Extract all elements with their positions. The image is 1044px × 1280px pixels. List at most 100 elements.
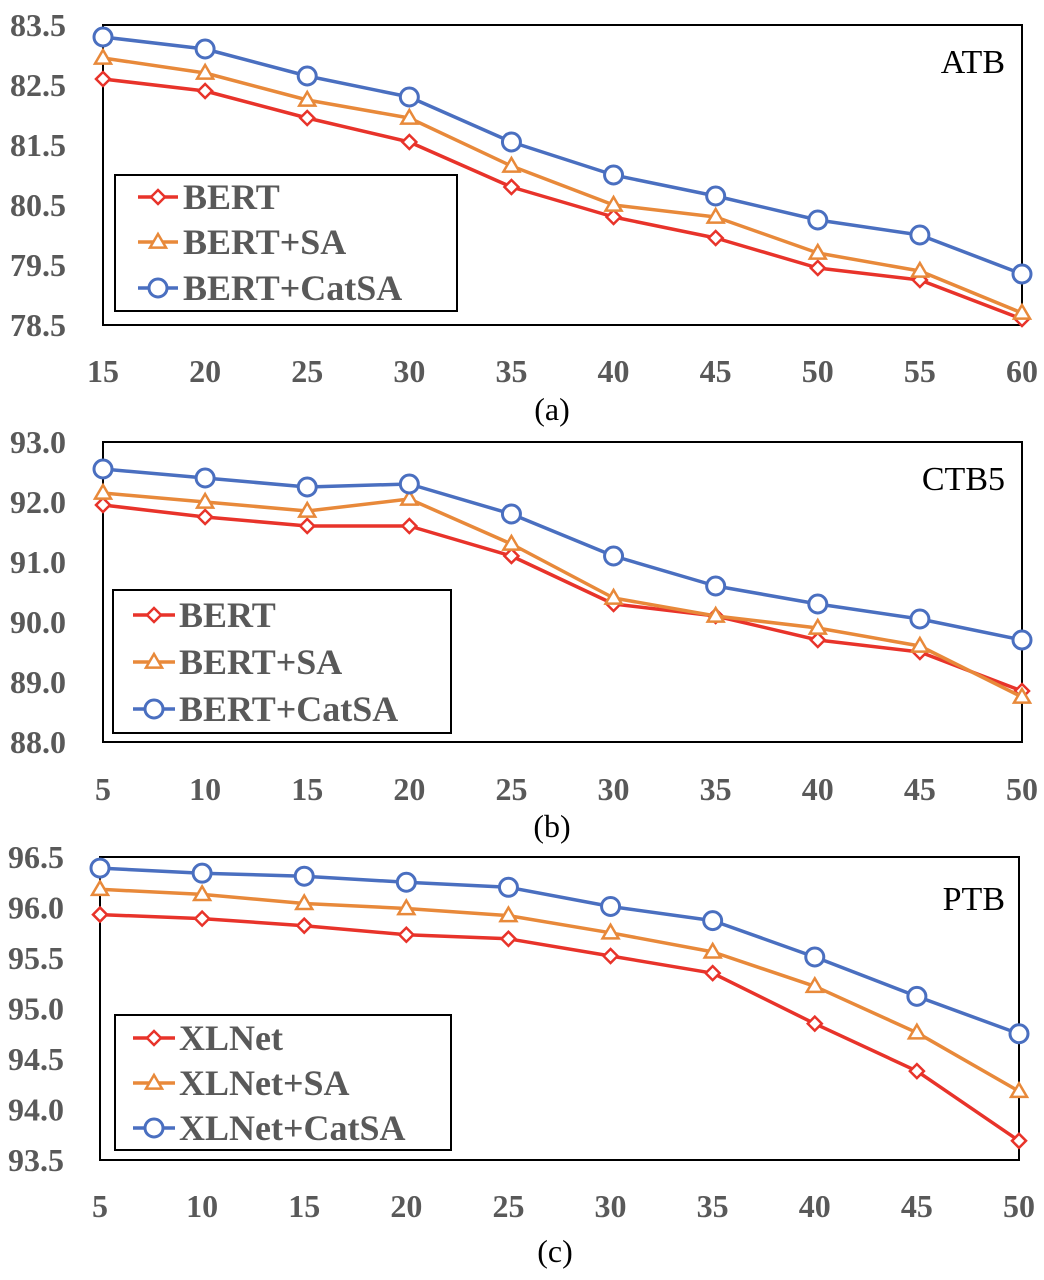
data-point-diamond-marker bbox=[809, 631, 827, 649]
data-point-triangle-marker bbox=[1011, 686, 1033, 704]
data-point-triangle-marker bbox=[294, 892, 315, 911]
y-tick-label: 92.0 bbox=[10, 484, 66, 520]
x-tick-label: 40 bbox=[799, 1188, 831, 1224]
data-point-triangle-marker bbox=[399, 107, 420, 125]
data-point-circle-marker bbox=[1008, 1023, 1030, 1045]
series-line-3 bbox=[102, 35, 1023, 276]
data-point-diamond-marker bbox=[196, 82, 214, 100]
y-tick-label: 80.5 bbox=[10, 187, 66, 223]
data-point-triangle-marker bbox=[191, 883, 213, 902]
x-tick-label: 60 bbox=[1006, 353, 1038, 389]
x-axis-ticks: 15 20 25 30 35 40 45 50 55 60 bbox=[87, 353, 1038, 389]
data-point-triangle-marker bbox=[297, 89, 318, 107]
data-point-triangle-marker bbox=[297, 500, 318, 518]
legend-label-series-2: BERT+SA bbox=[183, 222, 346, 262]
y-tick-label: 89.0 bbox=[10, 664, 66, 700]
x-axis-ticks: 5 10 15 20 25 30 35 40 45 50 bbox=[92, 1188, 1035, 1224]
data-point-circle-marker bbox=[804, 946, 826, 968]
data-point-circle-marker bbox=[296, 476, 318, 498]
data-point-circle-marker bbox=[500, 503, 522, 525]
data-point-triangle-marker bbox=[501, 533, 522, 551]
x-tick-label: 45 bbox=[904, 771, 936, 807]
y-axis-ticks: 96.5 96.0 95.5 95.0 94.5 94.0 93.5 bbox=[8, 839, 64, 1178]
panel-caption: (c) bbox=[537, 1233, 573, 1269]
series-line-1 bbox=[99, 912, 1020, 1143]
x-tick-label: 30 bbox=[598, 771, 630, 807]
x-tick-label: 10 bbox=[189, 771, 221, 807]
data-point-circle-marker bbox=[906, 985, 928, 1007]
x-tick-label: 10 bbox=[186, 1188, 218, 1224]
x-tick-label: 35 bbox=[697, 1188, 729, 1224]
x-tick-label: 40 bbox=[802, 771, 834, 807]
y-tick-label: 79.5 bbox=[10, 247, 66, 283]
data-point-triangle-marker bbox=[807, 242, 828, 260]
legend-label-series-1: BERT bbox=[179, 595, 276, 635]
data-point-circle-marker bbox=[705, 575, 727, 597]
legend-triangle-marker bbox=[147, 231, 169, 249]
x-tick-label: 5 bbox=[92, 1188, 108, 1224]
legend-keys bbox=[138, 188, 178, 299]
data-point-diamond-marker bbox=[499, 930, 518, 948]
legend-circle-marker bbox=[147, 277, 169, 299]
x-tick-label: 30 bbox=[393, 353, 425, 389]
chart-ctb5: 93.0 92.0 91.0 90.0 89.0 88.0 5 10 15 20 25 30 35 40… bbox=[10, 424, 1038, 844]
legend-triangle-marker bbox=[143, 651, 165, 669]
data-point-circle-marker bbox=[500, 131, 522, 153]
legend-label-series-1: BERT bbox=[183, 177, 280, 217]
data-point-triangle-marker bbox=[89, 878, 111, 897]
series-line-3 bbox=[102, 467, 1023, 642]
panel-title: ATB bbox=[941, 44, 1005, 81]
x-tick-label: 35 bbox=[700, 771, 732, 807]
x-tick-label: 45 bbox=[700, 353, 732, 389]
data-point-circle-marker bbox=[600, 895, 622, 917]
data-point-triangle-marker bbox=[399, 488, 420, 506]
legend: XLNet XLNet+SA XLNet+CatSA bbox=[114, 1014, 452, 1151]
data-point-triangle-marker bbox=[92, 482, 114, 500]
legend-diamond-marker bbox=[149, 188, 167, 206]
data-point-circle-marker bbox=[1011, 263, 1033, 285]
data-point-circle-marker bbox=[603, 545, 625, 567]
y-tick-label: 96.0 bbox=[8, 890, 64, 926]
legend-diamond-marker bbox=[145, 606, 163, 624]
data-point-triangle-marker bbox=[906, 1022, 928, 1040]
data-point-circle-marker bbox=[296, 65, 318, 87]
data-point-diamond-marker bbox=[193, 909, 211, 928]
x-tick-label: 35 bbox=[495, 353, 527, 389]
series-line-2 bbox=[99, 887, 1020, 1093]
x-tick-label: 40 bbox=[598, 353, 630, 389]
data-point-diamond-marker bbox=[908, 1062, 926, 1080]
legend-label-series-1: XLNet bbox=[179, 1018, 283, 1058]
y-tick-label: 93.5 bbox=[8, 1142, 64, 1178]
plot-frame bbox=[102, 441, 1023, 743]
data-point-diamond-marker bbox=[196, 508, 214, 526]
panel-caption: (b) bbox=[533, 808, 570, 844]
data-point-diamond-marker bbox=[604, 208, 623, 226]
data-point-diamond-marker bbox=[703, 964, 722, 982]
data-point-triangle-marker bbox=[603, 587, 624, 605]
data-point-diamond-marker bbox=[601, 947, 620, 965]
panel-title: PTB bbox=[943, 881, 1005, 918]
data-point-circle-marker bbox=[909, 608, 931, 630]
x-tick-label: 50 bbox=[1006, 771, 1038, 807]
data-point-diamond-marker bbox=[298, 109, 316, 127]
legend-label-series-2: XLNet+SA bbox=[179, 1063, 350, 1103]
x-tick-label: 20 bbox=[189, 353, 221, 389]
y-tick-label: 93.0 bbox=[10, 424, 66, 460]
data-point-diamond-marker bbox=[295, 916, 313, 935]
series-line-2 bbox=[102, 491, 1023, 699]
data-point-diamond-marker bbox=[94, 496, 112, 514]
data-point-circle-marker bbox=[194, 38, 216, 60]
y-tick-label: 81.5 bbox=[10, 127, 66, 163]
data-point-circle-marker bbox=[807, 593, 829, 615]
data-point-triangle-marker bbox=[804, 975, 825, 994]
panel-caption: (a) bbox=[534, 391, 570, 427]
data-point-diamond-marker bbox=[298, 517, 316, 535]
series-layer bbox=[89, 857, 1030, 1150]
y-tick-label: 91.0 bbox=[10, 544, 66, 580]
data-point-circle-marker bbox=[497, 876, 519, 898]
y-axis-ticks: 83.5 82.5 81.5 80.5 79.5 78.5 bbox=[10, 7, 66, 343]
panel-title: CTB5 bbox=[922, 461, 1005, 498]
plot-frame bbox=[99, 856, 1020, 1161]
x-tick-label: 15 bbox=[291, 771, 323, 807]
